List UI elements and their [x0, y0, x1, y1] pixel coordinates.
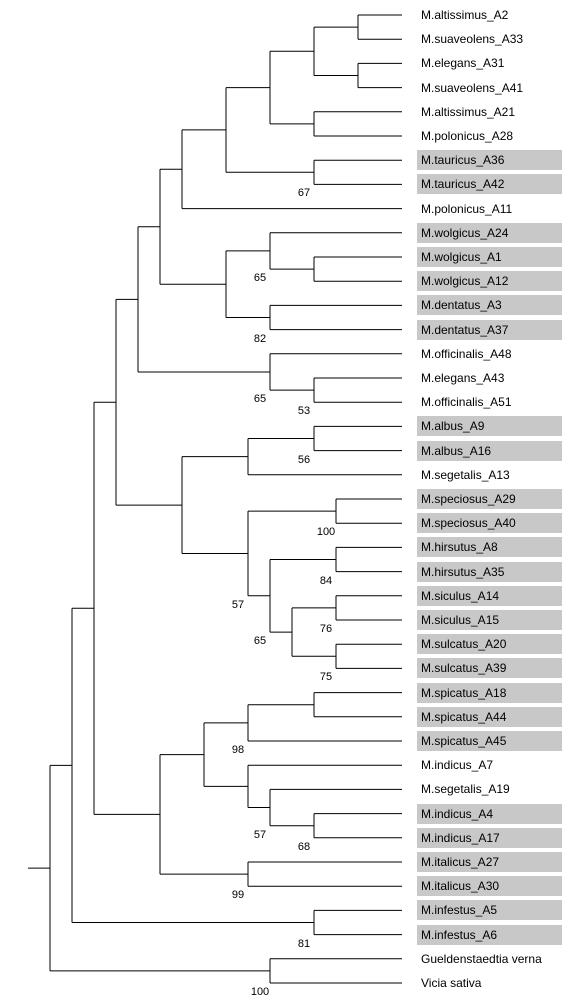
taxon-label: M.altissimus_A21 — [417, 102, 519, 122]
taxon-label: M.sulcatus_A39 — [417, 658, 562, 678]
taxon-label: M.infestus_A5 — [417, 900, 562, 920]
taxon-label: M.elegans_A31 — [417, 53, 508, 73]
taxon-label: M.dentatus_A37 — [417, 320, 562, 340]
taxon-label: M.albus_A16 — [417, 441, 562, 461]
taxon-label: M.siculus_A15 — [417, 610, 562, 630]
taxon-label: M.altissimus_A2 — [417, 5, 512, 25]
bootstrap-value: 100 — [317, 526, 335, 538]
bootstrap-value: 76 — [320, 623, 332, 635]
taxon-label: M.wolgicus_A12 — [417, 271, 562, 291]
taxon-label: M.tauricus_A36 — [417, 150, 562, 170]
bootstrap-value: 65 — [254, 272, 266, 284]
bootstrap-value: 65 — [254, 393, 266, 405]
taxon-label: M.polonicus_A28 — [417, 126, 517, 146]
bootstrap-value: 53 — [298, 405, 310, 417]
bootstrap-value: 68 — [298, 841, 310, 853]
taxon-label: M.indicus_A4 — [417, 804, 562, 824]
bootstrap-value: 56 — [298, 454, 310, 466]
taxon-label: M.officinalis_A51 — [417, 392, 516, 412]
taxon-label: M.officinalis_A48 — [417, 344, 516, 364]
taxon-label: M.indicus_A7 — [417, 755, 497, 775]
taxon-label: M.siculus_A14 — [417, 586, 562, 606]
taxon-label: M.speciosus_A40 — [417, 513, 562, 533]
bootstrap-value: 57 — [232, 599, 244, 611]
bootstrap-value: 84 — [320, 575, 332, 587]
bootstrap-value: 65 — [254, 635, 266, 647]
taxon-label: M.segetalis_A13 — [417, 465, 514, 485]
taxon-label: M.hirsutus_A8 — [417, 537, 562, 557]
taxon-label: M.elegans_A43 — [417, 368, 508, 388]
taxon-label: M.segetalis_A19 — [417, 779, 514, 799]
taxon-label: M.spicatus_A18 — [417, 683, 562, 703]
taxon-label: M.suaveolens_A41 — [417, 78, 527, 98]
bootstrap-value: 82 — [254, 333, 266, 345]
taxon-label: M.suaveolens_A33 — [417, 29, 527, 49]
tree-container: M.altissimus_A2 M.suaveolens_A33 M.elegans… — [0, 0, 583, 1000]
bootstrap-value: 100 — [251, 986, 269, 998]
taxon-label: Gueldenstaedtia verna — [417, 949, 546, 969]
taxon-label: M.sulcatus_A20 — [417, 634, 562, 654]
taxon-label: M.spicatus_A45 — [417, 731, 562, 751]
taxon-label: M.hirsutus_A35 — [417, 562, 562, 582]
taxon-label: M.wolgicus_A24 — [417, 223, 562, 243]
bootstrap-value: 75 — [320, 671, 332, 683]
taxon-label: M.speciosus_A29 — [417, 489, 562, 509]
bootstrap-value: 67 — [298, 187, 310, 199]
bootstrap-value: 57 — [254, 829, 266, 841]
taxon-label: M.dentatus_A3 — [417, 295, 562, 315]
taxon-label: M.tauricus_A42 — [417, 174, 562, 194]
taxon-label: M.albus_A9 — [417, 416, 562, 436]
taxon-label: M.infestus_A6 — [417, 925, 562, 945]
taxon-label: M.italicus_A27 — [417, 852, 562, 872]
taxon-label: M.indicus_A17 — [417, 828, 562, 848]
bootstrap-value: 99 — [232, 889, 244, 901]
taxon-label: M.spicatus_A44 — [417, 707, 562, 727]
taxon-label: M.wolgicus_A1 — [417, 247, 562, 267]
bootstrap-value: 81 — [298, 938, 310, 950]
bootstrap-value: 98 — [232, 744, 244, 756]
taxon-label: M.italicus_A30 — [417, 876, 562, 896]
taxon-label: M.polonicus_A11 — [417, 199, 516, 219]
taxon-label: Vicia sativa — [417, 973, 485, 993]
